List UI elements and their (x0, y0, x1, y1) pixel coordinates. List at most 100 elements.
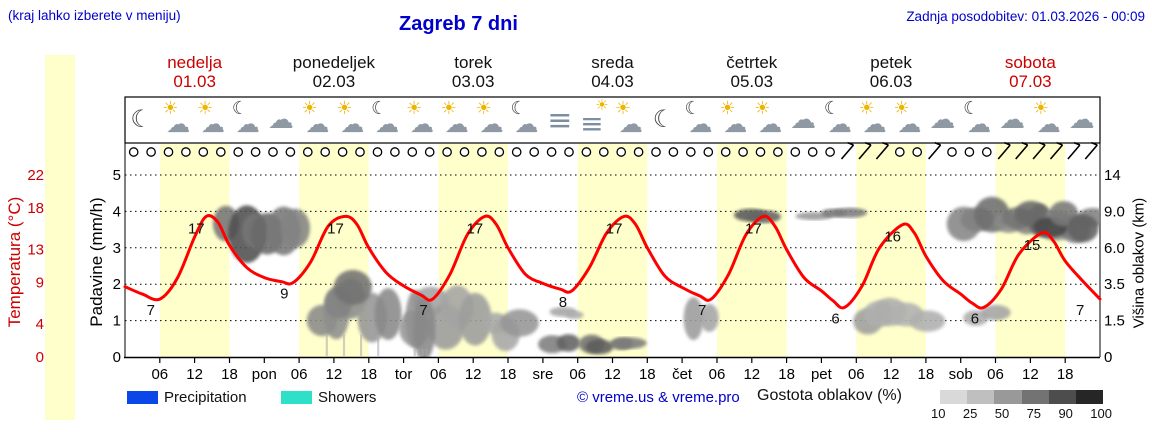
cloud-blob (909, 310, 946, 332)
cloud-blob (833, 207, 868, 218)
wind-barb (1015, 141, 1029, 160)
x-tick-label: 18 (1057, 366, 1074, 383)
day-header: četrtek 05.03 (682, 53, 821, 91)
cloud-icon: ☁ (897, 110, 922, 138)
day-header: petek 06.03 (821, 53, 960, 91)
cloud-cover-symbol (215, 147, 226, 157)
cloud-icon: ☁ (235, 110, 260, 138)
cloud-icon: ☁ (1068, 105, 1095, 135)
precipitation-swatch (127, 391, 158, 404)
cloud-blob (458, 292, 492, 346)
sun-icon: ☀ (595, 96, 609, 114)
cloud-icon: ☁ (618, 110, 643, 138)
cloud-icon: ☁ (688, 110, 713, 138)
cloud-blob (585, 339, 614, 355)
moon-icon: ☾ (652, 105, 675, 133)
cloud-axis-label: Višina oblakov (km) (1130, 197, 1148, 329)
cloud-layers (212, 196, 1100, 358)
day-date: 03.03 (451, 72, 495, 91)
temp-point-label: 15 (1024, 237, 1041, 254)
cloud-axis-value: 6.0 (1104, 240, 1125, 257)
temp-point-label: 8 (559, 294, 567, 311)
cloud-cover-symbol (651, 147, 661, 157)
temp-axis-value: 13 (27, 242, 44, 259)
density-swatch (967, 390, 995, 404)
day-header: sobota 07.03 (961, 53, 1100, 91)
density-tick-label: 25 (962, 406, 978, 421)
cloud-axis-value: 3.5 (1104, 276, 1125, 293)
cloud-cover-symbol (773, 147, 783, 157)
wind-barb (927, 141, 942, 160)
sun-icon: ☀ (440, 98, 457, 119)
x-tick-label: 18 (918, 366, 935, 383)
temp-point-label: 17 (188, 220, 205, 237)
x-tick-label: 12 (604, 366, 621, 383)
density-tick-label: 75 (1026, 406, 1042, 421)
cloud-cover-symbol (459, 147, 470, 157)
wind-barb (1084, 141, 1098, 160)
temp-point-label: 7 (147, 302, 155, 319)
sun-icon: ☀ (162, 98, 179, 119)
cloud-icon: ☁ (998, 105, 1025, 135)
day-date: 01.03 (173, 72, 216, 91)
temp-point-label: 17 (745, 220, 762, 237)
day-name: sreda (591, 53, 634, 72)
temp-point-label: 17 (466, 220, 483, 237)
cloud-blob (374, 288, 402, 340)
cloud-cover-symbol (581, 147, 592, 157)
weather-icon-strip: ☾ ☀ ☁ ☀ ☁ ☾ ☁ ☁ ☀ ☁ ☀ ☁ ☾ ☁ ☀ ☁ ☀ ☁ ☀ ☁ ☾ ☁ ≡ ☀ ≡ ☀ ☁ ☾ ☾ ☁ ☀ ☁ ☀ ☁ ☁ ☾ ☁ ☀ ☁ ☀… (125, 97, 1100, 143)
cloud-density-ticks: 10 25 50 75 90 100 (931, 406, 1112, 421)
precip-axis-value: 0 (113, 349, 121, 366)
x-tick-label: pon (252, 366, 277, 383)
cloud-cover-symbol (511, 147, 522, 157)
weather-icon-sun-cloud: ☀ ☁ (856, 98, 892, 142)
cloud-cover-symbol (546, 147, 557, 157)
cloud-icon: ☁ (305, 110, 330, 138)
temp-point-label: 6 (831, 310, 839, 327)
cloud-cover-symbol (947, 147, 957, 157)
temp-axis-value: 0 (36, 349, 44, 366)
showers-label: Showers (318, 389, 377, 406)
weather-icon-moon: ☾ (124, 98, 160, 142)
day-header: ponedeljek 02.03 (264, 53, 403, 91)
showers-swatch (281, 391, 312, 404)
cloud-icon: ☁ (201, 110, 226, 138)
cloud-icon: ☁ (723, 110, 748, 138)
x-axis: 06 12 18 pon 06 12 18 tor 06 12 18 sre 06 12 18 čet 06 12… (151, 357, 1074, 383)
cloud-cover-symbol (790, 147, 801, 157)
weather-icon-moon: ☾ (647, 98, 683, 142)
moon-icon: ☾ (231, 98, 249, 119)
cloud-blob (699, 303, 719, 332)
cloud-cover-symbol (981, 147, 992, 157)
moon-icon: ☾ (371, 98, 388, 119)
cloud-icon: ☁ (1036, 110, 1061, 138)
page-title: Zagreb 7 dni (399, 13, 518, 35)
density-swatch (940, 390, 968, 404)
x-tick-label: 12 (465, 366, 482, 383)
x-tick-label: 18 (221, 366, 238, 383)
x-tick-label: 18 (500, 366, 517, 383)
precip-axis-value: 1 (113, 313, 121, 330)
cloud-blob (333, 269, 372, 305)
day-name: nedelja (167, 53, 223, 72)
weather-icon-sun-cloud: ☀ ☁ (716, 98, 752, 142)
day-header: sreda 04.03 (543, 53, 682, 91)
weather-icon-sun-cloud: ☀ ☁ (473, 98, 509, 142)
sun-icon: ☀ (614, 98, 632, 119)
cloud-cover-symbol (738, 147, 748, 157)
cloud-icon: ☁ (375, 110, 400, 138)
cloud-cover-symbol (181, 147, 191, 157)
cloud-cover-symbol (494, 147, 505, 157)
weather-icon-cloud: ☁ (1065, 98, 1101, 142)
moon-icon: ☾ (510, 98, 527, 119)
daytime-bands (159, 144, 1066, 357)
density-swatch (1021, 390, 1049, 404)
temp-axis-value: 9 (36, 275, 44, 292)
sun-icon: ☀ (893, 98, 910, 119)
cloud-cover-symbol (198, 147, 209, 157)
copyright-link[interactable]: © vreme.us & vreme.pro (577, 389, 740, 406)
wind-barb (840, 141, 855, 160)
weather-icon-fog: ≡ (542, 98, 578, 142)
day-name: ponedeljek (292, 53, 376, 72)
